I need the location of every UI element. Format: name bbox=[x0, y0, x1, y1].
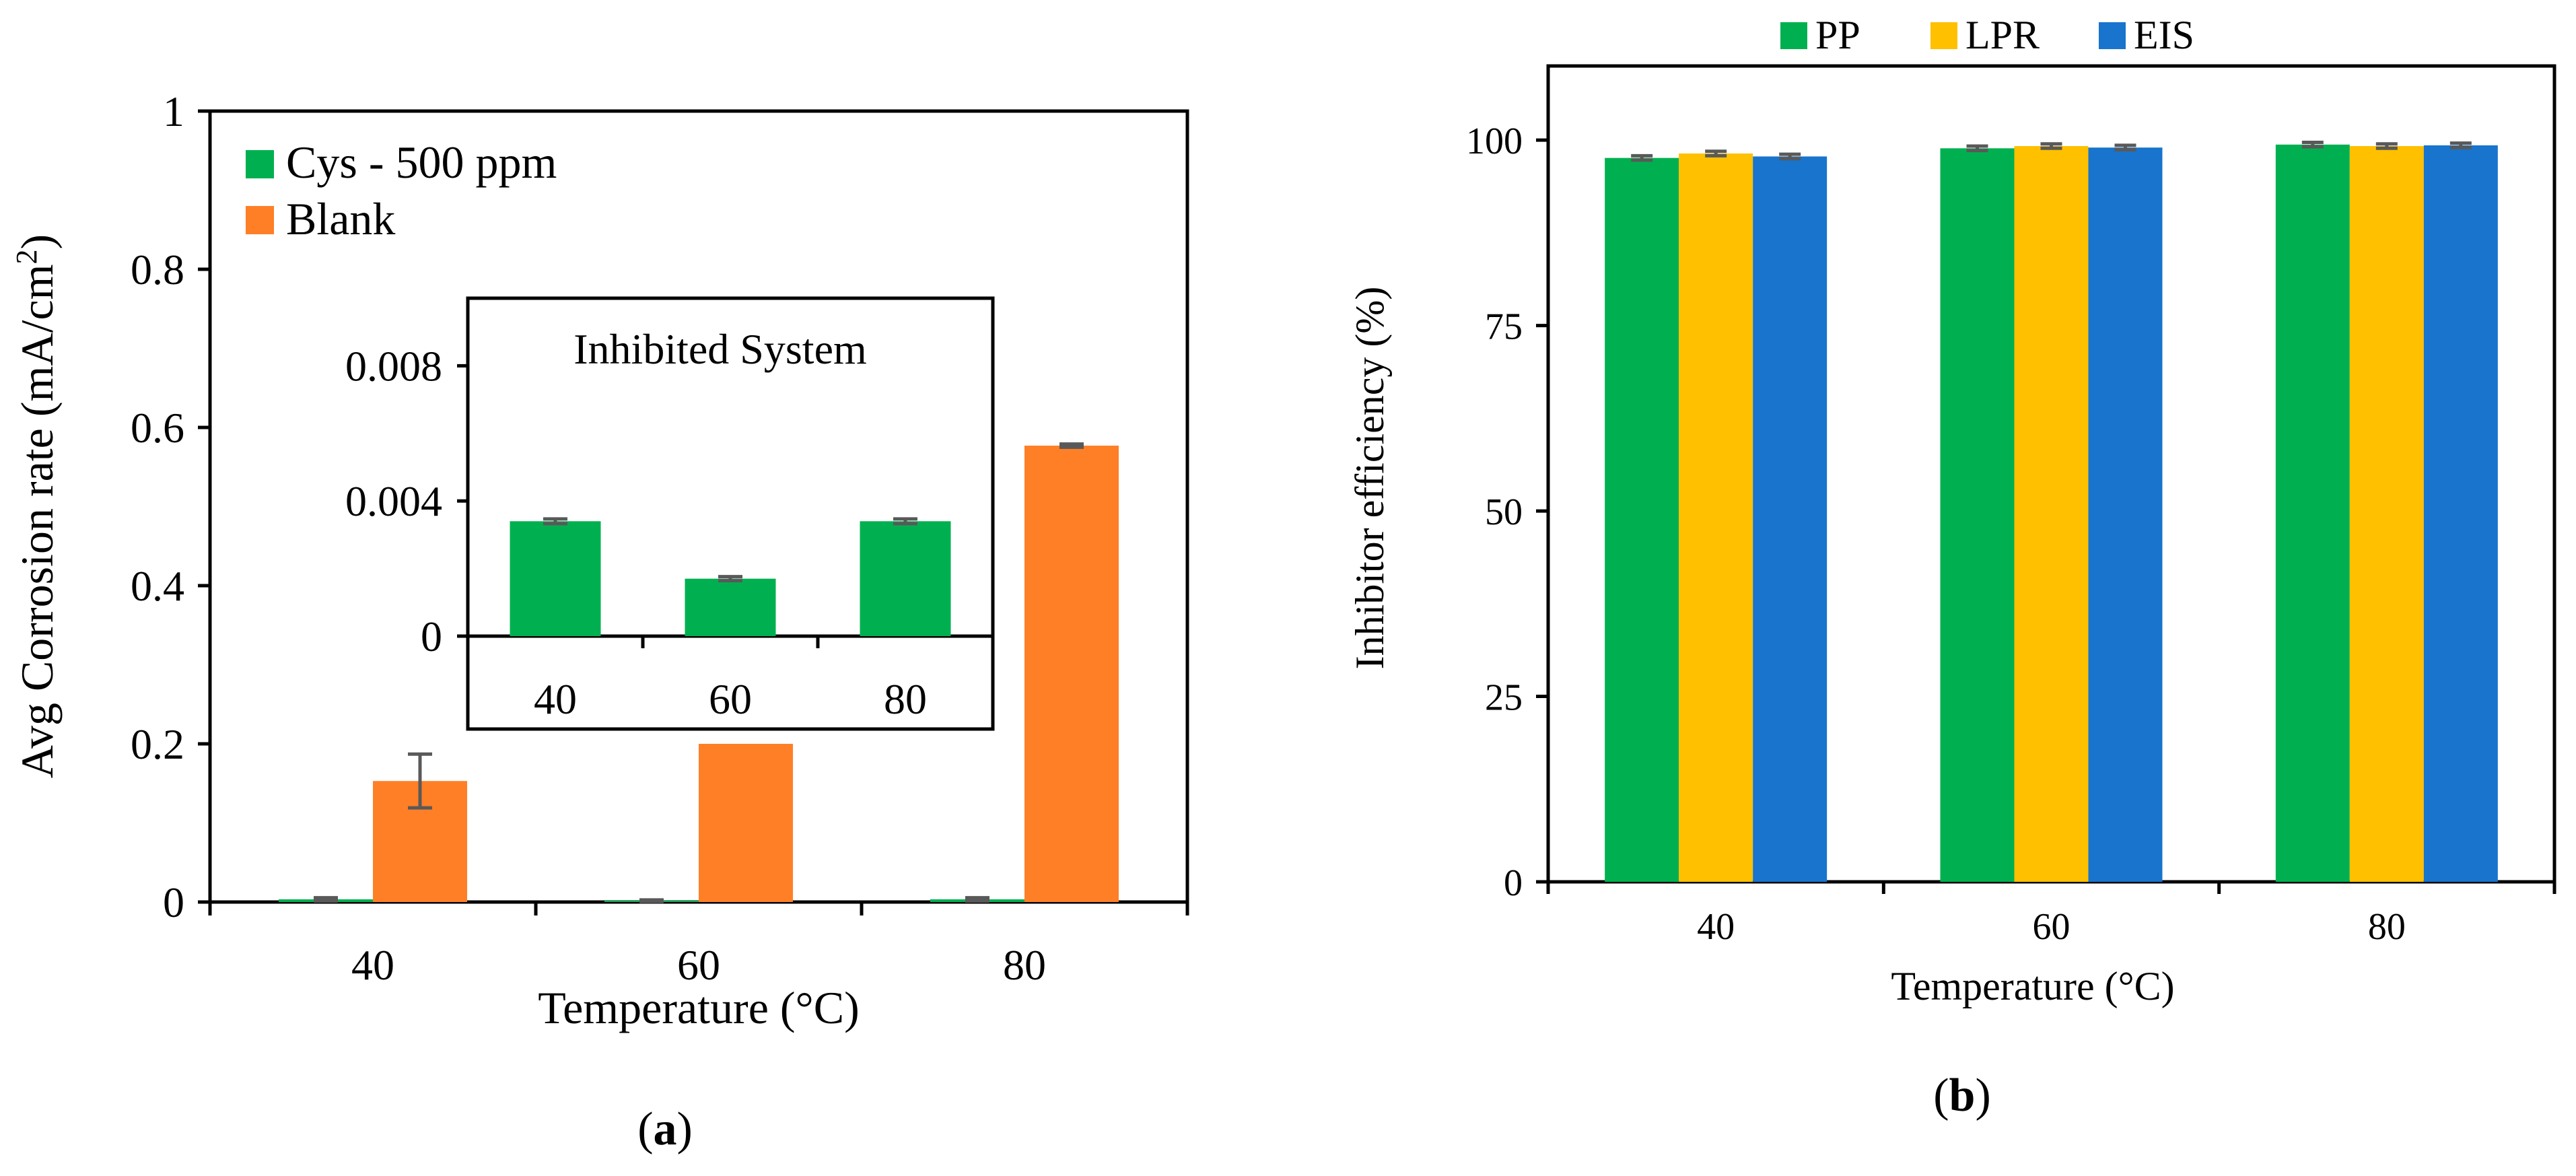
x-tick-label: 40 bbox=[1697, 906, 1735, 948]
error-bar bbox=[1631, 153, 1653, 162]
legend-swatch-pp bbox=[1780, 22, 1807, 49]
bar bbox=[2275, 144, 2350, 882]
y-tick-label: 0 bbox=[163, 878, 184, 926]
bar bbox=[699, 744, 793, 902]
panel-a-y-axis: 0 0.2 0.4 0.6 0.8 1 bbox=[131, 88, 210, 926]
y-tick-label: 0.4 bbox=[131, 562, 184, 610]
x-tick-label: 60 bbox=[677, 941, 720, 989]
panel-a-x-axis: 40 60 80 bbox=[208, 902, 1189, 989]
legend-label-eis: EIS bbox=[2134, 13, 2194, 57]
panel-a-x-axis-label: Temperature (°C) bbox=[538, 982, 859, 1033]
panel-b-bars bbox=[1605, 140, 2498, 883]
error-bar bbox=[639, 898, 664, 903]
error-bar bbox=[408, 752, 432, 810]
panel-b-legend: PP LPR EIS bbox=[1780, 13, 2194, 57]
panel-b-y-axis: 0 25 50 75 100 bbox=[1466, 120, 1548, 904]
bar bbox=[1940, 148, 2015, 883]
bar bbox=[2423, 145, 2498, 883]
error-bar bbox=[2449, 141, 2472, 149]
legend-swatch-lpr bbox=[1930, 22, 1957, 49]
x-tick-label: 80 bbox=[1003, 941, 1046, 989]
inset-bars bbox=[510, 517, 951, 636]
panel-b-x-axis: 40 60 80 bbox=[1546, 882, 2556, 948]
panel-a-y-axis-label: Avg Corrosion rate (mA/cm2) bbox=[10, 234, 63, 778]
panel-b-y-axis-label: Inhibitor efficiency (%) bbox=[1348, 287, 1392, 670]
inset-x-tick-label: 60 bbox=[709, 675, 752, 723]
series-eis bbox=[1753, 141, 2498, 883]
error-bar bbox=[314, 896, 338, 903]
panel-b-inhibitor-efficiency-chart: 0 25 50 75 100 40 60 80 PP LPR EIS Inhibitor e… bbox=[1348, 13, 2556, 1121]
inset-y-tick-label: 0.004 bbox=[345, 477, 442, 525]
inset-bar bbox=[685, 578, 776, 636]
error-bar bbox=[2301, 140, 2324, 149]
inset-title: Inhibited System bbox=[573, 325, 867, 373]
error-bar bbox=[1779, 152, 1801, 161]
y-tick-label: 25 bbox=[1485, 677, 1523, 719]
legend-label-pp: PP bbox=[1815, 13, 1860, 57]
panel-b-x-axis-label: Temperature (°C) bbox=[1891, 964, 2174, 1008]
series-pp bbox=[1605, 140, 2350, 883]
bar bbox=[1753, 156, 1827, 882]
series-lpr bbox=[1679, 142, 2424, 883]
inset-bar bbox=[860, 521, 951, 636]
panel-a-bars bbox=[279, 442, 1119, 903]
inset-x-tick-label: 40 bbox=[534, 675, 577, 723]
bar bbox=[2014, 145, 2089, 883]
inset-error-bar bbox=[718, 575, 742, 583]
inset-frame bbox=[466, 296, 995, 731]
bar bbox=[1679, 153, 1753, 883]
x-tick-label: 40 bbox=[351, 941, 394, 989]
bar bbox=[1024, 446, 1119, 902]
inset-y-tick-label: 0.008 bbox=[345, 342, 442, 390]
series-cys-500-ppm bbox=[279, 896, 1024, 903]
legend-label-blank: Blank bbox=[286, 193, 395, 244]
error-bar bbox=[965, 896, 989, 903]
error-bar bbox=[2114, 143, 2136, 152]
inset-bar bbox=[510, 521, 601, 636]
inset-error-bar bbox=[543, 517, 567, 526]
panel-a-corrosion-rate-chart: 0 0.2 0.4 0.6 0.8 1 40 60 80 Cys - 500 ppm Blan… bbox=[10, 88, 1189, 1155]
legend-label-cys: Cys - 500 ppm bbox=[286, 137, 557, 188]
error-bar bbox=[2040, 142, 2062, 150]
error-bar bbox=[1705, 149, 1727, 158]
y-tick-label: 50 bbox=[1485, 491, 1523, 533]
legend-swatch-cys bbox=[246, 150, 274, 178]
y-tick-label: 100 bbox=[1466, 120, 1523, 162]
bar bbox=[2088, 147, 2163, 883]
error-bar bbox=[1966, 144, 1988, 153]
panel-b-label: (b) bbox=[1933, 1070, 1991, 1121]
y-tick-label: 0.2 bbox=[131, 720, 184, 768]
y-tick-label: 0.6 bbox=[131, 404, 184, 452]
inset-y-tick-label: 0 bbox=[421, 613, 442, 660]
x-tick-label: 80 bbox=[2368, 906, 2406, 948]
inset-x-tick-label: 80 bbox=[884, 675, 927, 723]
legend-label-lpr: LPR bbox=[1965, 13, 2040, 57]
y-tick-label: 1 bbox=[163, 88, 184, 135]
panel-a-label: (a) bbox=[637, 1103, 693, 1155]
y-tick-label: 75 bbox=[1485, 306, 1523, 348]
error-bar bbox=[1059, 442, 1084, 449]
panel-a-legend: Cys - 500 ppm Blank bbox=[246, 137, 557, 244]
inset-chart: Inhibited System 0 0.004 0.008 40 60 80 bbox=[345, 296, 995, 731]
inset-error-bar bbox=[893, 517, 917, 526]
x-tick-label: 60 bbox=[2033, 906, 2070, 948]
error-bar bbox=[2375, 142, 2398, 150]
y-tick-label: 0 bbox=[1504, 862, 1523, 904]
bar bbox=[1605, 158, 1679, 882]
bar bbox=[2349, 145, 2424, 883]
series-blank bbox=[373, 442, 1119, 902]
y-tick-label: 0.8 bbox=[131, 246, 184, 293]
legend-swatch-blank bbox=[246, 206, 274, 234]
legend-swatch-eis bbox=[2099, 22, 2126, 49]
